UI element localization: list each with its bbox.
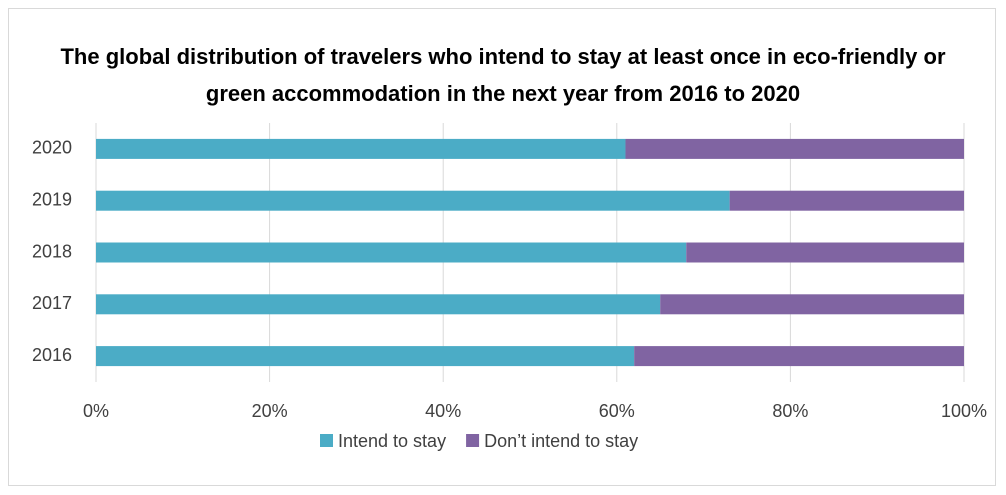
legend-swatch (320, 434, 333, 447)
bar-segment (96, 138, 626, 159)
bar-segment (96, 346, 635, 367)
bar-segment (96, 190, 730, 211)
x-tick-label: 80% (772, 401, 808, 421)
y-tick-label: 2016 (32, 345, 72, 365)
y-tick-label: 2020 (32, 138, 72, 158)
x-tick-label: 40% (425, 401, 461, 421)
x-tick-label: 0% (83, 401, 109, 421)
bar-segment (634, 346, 964, 367)
bar-segment (729, 190, 964, 211)
bar-segment (686, 242, 964, 263)
legend-label: Intend to stay (338, 431, 446, 451)
x-tick-label: 100% (941, 401, 987, 421)
bar-segment (96, 242, 687, 263)
x-tick-label: 20% (252, 401, 288, 421)
y-tick-label: 2018 (32, 241, 72, 261)
legend-label: Don’t intend to stay (484, 431, 638, 451)
chart-frame (8, 8, 996, 486)
legend-swatch (466, 434, 480, 447)
y-tick-label: 2017 (32, 293, 72, 313)
chart-title: The global distribution of travelers who… (60, 44, 946, 106)
bar-segment (96, 294, 661, 315)
bar-segment (660, 294, 964, 315)
x-tick-label: 60% (599, 401, 635, 421)
y-tick-label: 2019 (32, 189, 72, 209)
bar-segment (625, 138, 964, 159)
